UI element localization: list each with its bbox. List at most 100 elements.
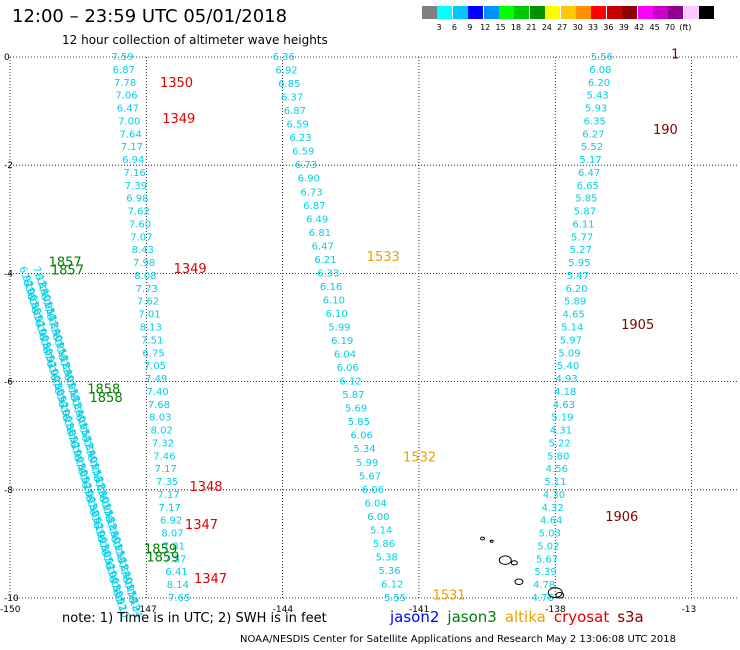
swh-value: 6.41 [165, 567, 187, 578]
swh-value: 5.97 [560, 335, 582, 346]
swh-value: 7.62 [137, 297, 159, 308]
pass-number-label: 1906 [605, 510, 638, 525]
swh-value: 6.49 [306, 214, 328, 225]
color-scale-swatch [622, 6, 638, 19]
color-scale-swatch [529, 6, 545, 19]
pass-number-label: 1857 [51, 264, 84, 279]
island-outline [510, 560, 518, 566]
swh-value: 7.81 [163, 541, 185, 552]
swh-value: 6.12 [339, 377, 361, 388]
swh-value: 4.30 [543, 490, 565, 501]
swh-value: 6.73 [295, 160, 317, 171]
swh-value: 6.87 [113, 65, 135, 76]
pass-number-label: 1859 [144, 542, 177, 557]
swh-value: 7.51 [141, 335, 163, 346]
swh-value: 6.92 [275, 66, 297, 77]
swh-value: 5.22 [548, 438, 570, 449]
color-scale-swatch [437, 6, 453, 19]
swh-value: 7.49 [145, 374, 167, 385]
color-scale-label: 21 [526, 23, 537, 32]
color-scale-swatch [699, 6, 715, 19]
pass-number-label: 1350 [160, 76, 193, 91]
x-tick-label: -144 [273, 605, 294, 615]
swh-value: 6.23 [289, 133, 311, 144]
swh-value: 7.57 [164, 554, 186, 565]
legend-item: cryosat [553, 608, 610, 626]
y-tick-label: -8 [4, 486, 13, 496]
color-scale-swatch [653, 6, 668, 19]
y-tick-label: -6 [4, 378, 13, 388]
pass-number-label: 1348 [189, 480, 222, 495]
swh-value: 5.56 [591, 52, 613, 63]
swh-value: 7.17 [159, 503, 181, 514]
legend-item: altika [504, 608, 546, 626]
swh-value: 4.18 [554, 387, 576, 398]
color-scale-swatch [576, 6, 591, 19]
swh-value: 6.98 [126, 194, 148, 205]
swh-value: 7.07 [130, 232, 152, 243]
island-outline [498, 555, 512, 565]
color-scale-swatch [514, 6, 530, 19]
swh-value: 8.02 [151, 426, 173, 437]
x-tick-label: -13 [682, 605, 697, 615]
color-scale-label: 45 [649, 23, 660, 32]
swh-value: 7.06 [115, 91, 137, 102]
swh-value: 5.93 [585, 104, 607, 115]
legend-item: s3a [617, 608, 644, 626]
swh-value: 6.04 [364, 498, 386, 509]
swh-value: 6.81 [309, 228, 331, 239]
swh-value: 6.36 [273, 52, 295, 63]
swh-value: 5.85 [575, 194, 597, 205]
swh-value: 7.32 [152, 438, 174, 449]
swh-value: 6.47 [312, 241, 334, 252]
swh-value: 4.63 [553, 400, 575, 411]
swh-value: 5.17 [579, 155, 601, 166]
color-scale-swatch [422, 6, 437, 19]
swh-value: 5.86 [373, 539, 395, 550]
swh-value: 5.87 [342, 390, 364, 401]
swh-value: 6.06 [362, 485, 384, 496]
swh-value: 6.10 [326, 309, 348, 320]
swh-value: 6.19 [331, 336, 353, 347]
swh-value: 6.08 [589, 65, 611, 76]
swh-value: 6.94 [122, 155, 144, 166]
swh-value: 5.85 [348, 417, 370, 428]
swh-value: 5.99 [328, 323, 350, 334]
swh-value: 7.46 [153, 451, 175, 462]
swh-value: 5.47 [567, 271, 589, 282]
y-tick-label: -4 [4, 269, 13, 279]
swh-value: 7.40 [146, 387, 168, 398]
swh-value: 7.73 [136, 284, 158, 295]
swh-value: 7.78 [114, 78, 136, 89]
swh-value: 8.07 [161, 529, 183, 540]
swh-value: 7.59 [111, 52, 133, 63]
swh-value: 6.20 [588, 78, 610, 89]
swh-value: 6.92 [160, 516, 182, 527]
swh-value: 8.14 [167, 580, 189, 591]
swh-value: 5.38 [376, 552, 398, 563]
swh-value: 5.99 [356, 458, 378, 469]
swh-value: 7.39 [125, 181, 147, 192]
swh-value: 6.16 [320, 282, 342, 293]
swh-value: 7.68 [148, 400, 170, 411]
swh-value: 5.39 [534, 567, 556, 578]
swh-value: 6.73 [300, 187, 322, 198]
x-tick-label: -147 [136, 605, 156, 615]
swh-value: 5.89 [564, 297, 586, 308]
swh-value: 6.20 [565, 284, 587, 295]
swh-value: 6.21 [314, 255, 336, 266]
units-note: note: 1) Time is in UTC; 2) SWH is in fe… [62, 611, 327, 626]
swh-value: 7.62 [128, 207, 150, 218]
swh-value: 6.65 [577, 181, 599, 192]
color-scale-swatch [499, 6, 514, 19]
swh-value: 5.11 [544, 477, 566, 488]
island-outline [514, 578, 524, 586]
swh-value: 5.67 [536, 554, 558, 565]
pass-number-label: 1531 [433, 588, 466, 603]
color-scale-label: 27 [557, 23, 568, 32]
color-scale-swatch [560, 6, 576, 19]
swh-value: 7.65 [168, 593, 190, 604]
swh-value: 5.87 [574, 207, 596, 218]
swh-value: 5.14 [561, 323, 583, 334]
swh-value: 6.06 [351, 431, 373, 442]
